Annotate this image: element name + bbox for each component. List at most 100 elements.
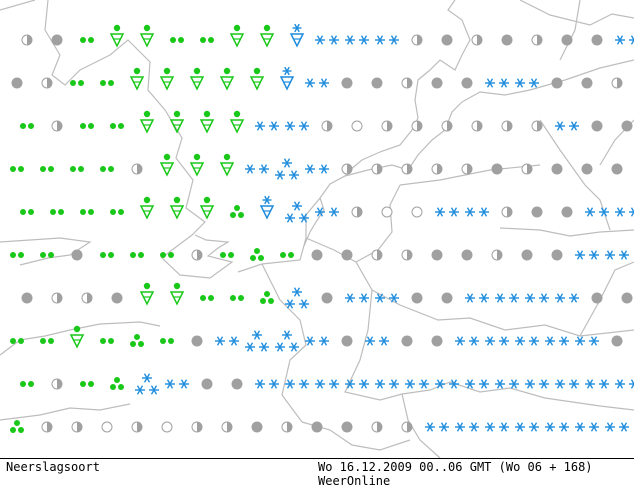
rain-shower-symbol	[141, 25, 153, 46]
dry-cloudy-symbol	[462, 250, 473, 261]
rain-symbol	[80, 123, 94, 129]
snow-symbol	[615, 380, 634, 389]
dry-half-cloudy-symbol	[402, 164, 412, 174]
dry-cloudy-symbol	[312, 250, 323, 261]
snow-symbol	[405, 380, 429, 389]
snow-symbol	[285, 380, 309, 389]
dry-half-cloudy-symbol	[22, 35, 32, 45]
snow-symbol	[615, 36, 634, 45]
snow-symbol	[245, 165, 269, 174]
dry-cloudy-symbol	[532, 207, 543, 218]
rain-symbol	[80, 37, 94, 43]
dry-cloudy-symbol	[202, 379, 213, 390]
weather-map	[0, 0, 634, 458]
snow-symbol	[465, 208, 489, 217]
dry-half-cloudy-symbol	[132, 164, 142, 174]
dry-cloudy-symbol	[252, 422, 263, 433]
dry-half-cloudy-symbol	[532, 121, 542, 131]
rain-symbol	[160, 338, 174, 344]
dry-cloudy-symbol	[432, 78, 443, 89]
snow-symbol	[315, 380, 339, 389]
rain-shower-symbol	[141, 111, 153, 132]
snow-symbol	[255, 122, 279, 131]
dry-half-cloudy-symbol	[52, 379, 62, 389]
rain-symbol	[160, 252, 174, 258]
dry-half-cloudy-symbol	[412, 35, 422, 45]
snow-symbol	[585, 380, 609, 389]
rain-heavy-symbol	[260, 291, 274, 304]
snow-symbol	[575, 337, 599, 346]
dry-half-cloudy-symbol	[402, 422, 412, 432]
snow-shower-symbol	[291, 24, 303, 46]
dry-cloudy-symbol	[342, 336, 353, 347]
dry-cloudy-symbol	[552, 164, 563, 175]
rain-symbol	[230, 295, 244, 301]
snow-symbol	[515, 423, 539, 432]
dry-cloudy-symbol	[462, 78, 473, 89]
snow-heavy-symbol	[285, 202, 309, 223]
snow-heavy-symbol	[245, 331, 269, 352]
rain-shower-symbol	[231, 25, 243, 46]
dry-half-cloudy-symbol	[372, 422, 382, 432]
snow-symbol	[465, 380, 489, 389]
rain-shower-symbol	[171, 283, 183, 304]
dry-cloudy-symbol	[622, 121, 633, 132]
snow-symbol	[555, 294, 579, 303]
dry-cloudy-symbol	[612, 336, 623, 347]
dry-half-cloudy-symbol	[402, 78, 412, 88]
rain-symbol	[20, 123, 34, 129]
dry-half-cloudy-symbol	[412, 121, 422, 131]
rain-symbol	[200, 37, 214, 43]
snow-symbol	[165, 380, 189, 389]
snow-symbol	[215, 337, 239, 346]
rain-symbol	[70, 166, 84, 172]
rain-symbol	[20, 381, 34, 387]
dry-cloudy-symbol	[582, 164, 593, 175]
dry-half-cloudy-symbol	[402, 250, 412, 260]
dry-cloudy-symbol	[342, 422, 353, 433]
dry-light-cloud-symbol	[382, 207, 392, 217]
snow-symbol	[365, 337, 389, 346]
dry-cloudy-symbol	[502, 35, 513, 46]
snow-symbol	[465, 294, 489, 303]
snow-symbol	[515, 337, 539, 346]
rain-symbol	[10, 166, 24, 172]
dry-half-cloudy-symbol	[382, 121, 392, 131]
rain-shower-symbol	[191, 154, 203, 175]
rain-symbol	[100, 80, 114, 86]
map-title: Neerslagsoort	[6, 460, 100, 474]
dry-cloudy-symbol	[12, 78, 23, 89]
snow-symbol	[315, 208, 339, 217]
credit: WeerOnline	[318, 474, 390, 488]
rain-shower-symbol	[251, 68, 263, 89]
snow-symbol	[575, 251, 599, 260]
dry-cloudy-symbol	[72, 250, 83, 261]
rain-symbol	[10, 252, 24, 258]
dry-cloudy-symbol	[492, 164, 503, 175]
dry-half-cloudy-symbol	[42, 78, 52, 88]
rain-shower-symbol	[191, 68, 203, 89]
rain-shower-symbol	[131, 68, 143, 89]
rain-heavy-symbol	[10, 420, 24, 433]
dry-cloudy-symbol	[112, 293, 123, 304]
snow-symbol	[515, 79, 539, 88]
rain-shower-symbol	[201, 197, 213, 218]
dry-cloudy-symbol	[562, 35, 573, 46]
dry-half-cloudy-symbol	[442, 121, 452, 131]
snow-symbol	[345, 380, 369, 389]
rain-symbol	[80, 381, 94, 387]
rain-shower-symbol	[161, 154, 173, 175]
snow-symbol	[545, 337, 569, 346]
dry-cloudy-symbol	[592, 35, 603, 46]
dry-cloudy-symbol	[622, 293, 633, 304]
rain-shower-symbol	[141, 197, 153, 218]
rain-shower-symbol	[161, 68, 173, 89]
snow-symbol	[485, 79, 509, 88]
snow-symbol	[485, 423, 509, 432]
rain-symbol	[40, 252, 54, 258]
dry-half-cloudy-symbol	[612, 78, 622, 88]
dry-cloudy-symbol	[52, 35, 63, 46]
dry-half-cloudy-symbol	[472, 35, 482, 45]
snow-symbol	[605, 423, 629, 432]
rain-symbol	[280, 252, 294, 258]
